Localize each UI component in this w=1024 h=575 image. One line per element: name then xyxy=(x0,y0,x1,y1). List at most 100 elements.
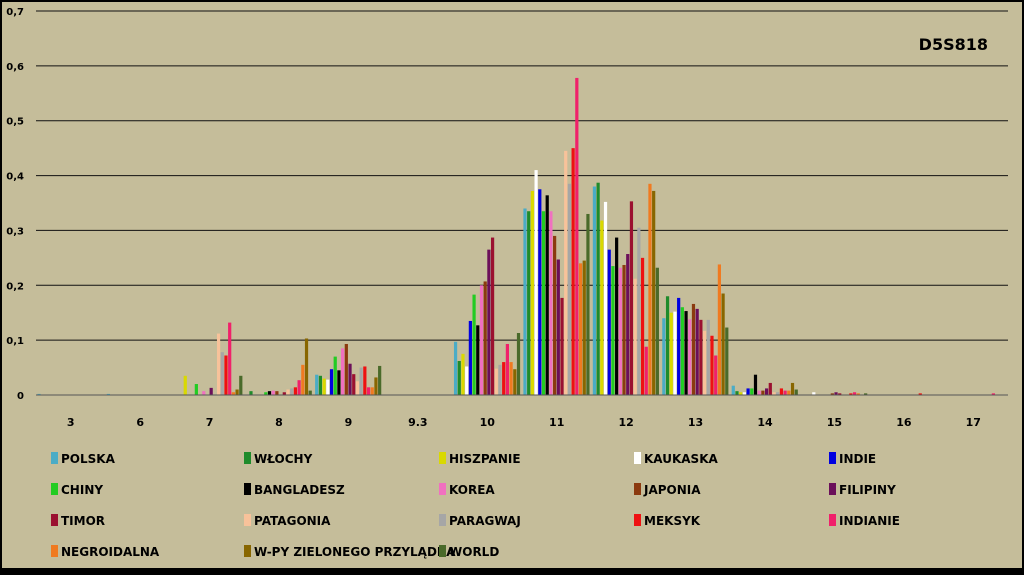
legend-swatch xyxy=(829,483,836,495)
bar xyxy=(768,382,772,395)
bar xyxy=(228,322,232,395)
bar xyxy=(761,390,765,395)
bar xyxy=(633,278,637,395)
bar xyxy=(626,254,630,395)
legend-label: JAPONIA xyxy=(643,483,701,497)
legend-item: NEGROIDALNA xyxy=(51,545,160,559)
bar xyxy=(453,341,458,395)
bar xyxy=(461,353,465,395)
bar xyxy=(665,296,670,395)
legend: POLSKA WŁOCHY HISZPANIE KAUKASKA INDIE CHINY B… xyxy=(51,452,900,559)
bar xyxy=(494,368,498,395)
legend-swatch xyxy=(634,514,641,526)
bar xyxy=(673,311,677,395)
bar xyxy=(637,227,641,395)
bar xyxy=(465,366,469,395)
x-tick-label: 9 xyxy=(345,416,353,429)
legend-label: CHINY xyxy=(61,483,103,497)
bar xyxy=(541,211,546,395)
legend-swatch xyxy=(244,545,251,557)
y-tick-label: 0,3 xyxy=(6,226,24,237)
bar xyxy=(297,380,301,395)
x-tick-label: 16 xyxy=(896,416,912,429)
bar xyxy=(530,190,534,395)
legend-swatch xyxy=(634,483,641,495)
bar xyxy=(549,211,553,395)
legend-swatch xyxy=(439,483,446,495)
bar xyxy=(235,389,239,395)
bar xyxy=(750,388,754,395)
legend-item: PARAGWAJ xyxy=(439,514,521,528)
bar xyxy=(648,183,652,395)
bar xyxy=(578,263,583,395)
bar xyxy=(838,393,842,395)
bar xyxy=(856,393,860,395)
bar xyxy=(691,303,696,395)
x-tick-label: 10 xyxy=(480,416,496,429)
legend-item: WŁOCHY xyxy=(244,452,313,466)
bar xyxy=(739,392,743,395)
legend-item: INDIE xyxy=(829,452,876,466)
bar xyxy=(527,211,531,395)
legend-label: MEKSYK xyxy=(644,514,701,528)
bar xyxy=(849,393,853,395)
legend-item: POLSKA xyxy=(51,452,116,466)
bar xyxy=(304,338,309,395)
bar xyxy=(586,213,590,395)
legend-label: INDIE xyxy=(839,452,876,466)
bar xyxy=(209,387,213,395)
bar xyxy=(509,362,513,395)
y-tick-label: 0,4 xyxy=(6,172,24,183)
bar xyxy=(106,393,111,395)
bar xyxy=(231,392,235,395)
bar xyxy=(282,392,286,395)
bar xyxy=(472,294,476,395)
bar xyxy=(293,387,298,395)
bar xyxy=(545,195,549,395)
y-tick-label: 0,2 xyxy=(6,281,24,292)
x-tick-label: 13 xyxy=(688,416,703,429)
bar xyxy=(794,389,798,395)
bar xyxy=(688,319,692,395)
y-tick-label: 0 xyxy=(17,391,24,402)
bar xyxy=(575,77,579,395)
bar xyxy=(490,237,495,395)
bar xyxy=(706,319,710,395)
bar xyxy=(742,392,746,395)
y-tick-labels: 0 0,1 0,2 0,3 0,4 0,5 0,6 0,7 xyxy=(6,7,24,402)
bar xyxy=(267,391,272,395)
bar xyxy=(830,393,834,395)
bar xyxy=(318,375,323,395)
bar xyxy=(812,392,816,395)
x-tick-label: 7 xyxy=(206,416,214,429)
bar xyxy=(991,393,996,395)
bar xyxy=(333,356,337,395)
x-tick-label: 15 xyxy=(827,416,842,429)
bar xyxy=(918,393,922,395)
legend-item: MEKSYK xyxy=(634,514,701,528)
y-tick-label: 0,1 xyxy=(6,336,24,347)
legend-swatch xyxy=(244,514,251,526)
x-tick-label: 11 xyxy=(549,416,564,429)
bar xyxy=(622,264,626,395)
legend-swatch xyxy=(439,514,446,526)
bar xyxy=(731,385,735,395)
bar xyxy=(202,391,206,395)
bars xyxy=(37,77,996,395)
legend-item: KOREA xyxy=(439,483,495,497)
bar xyxy=(710,335,714,395)
legend-swatch xyxy=(244,452,251,464)
legend-item: W-PY ZIELONEGO PRZYLĄDKA xyxy=(244,545,456,559)
bar xyxy=(239,375,243,395)
bar xyxy=(669,312,673,395)
legend-label: FILIPINY xyxy=(839,483,896,497)
bar xyxy=(556,259,560,395)
bar xyxy=(629,201,634,395)
bar xyxy=(341,348,345,395)
bar xyxy=(776,392,780,395)
bar xyxy=(352,374,356,395)
bar xyxy=(582,260,586,395)
legend-label: NEGROIDALNA xyxy=(61,545,160,559)
bar xyxy=(326,379,330,395)
